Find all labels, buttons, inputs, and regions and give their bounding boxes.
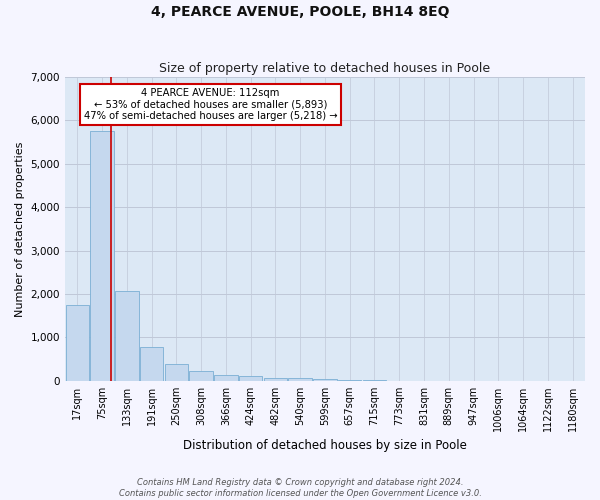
Bar: [91, 132, 114, 381]
Bar: [289, 378, 312, 381]
Text: 4 PEARCE AVENUE: 112sqm
← 53% of detached houses are smaller (5,893)
47% of semi: 4 PEARCE AVENUE: 112sqm ← 53% of detache…: [84, 88, 337, 121]
X-axis label: Distribution of detached houses by size in Poole: Distribution of detached houses by size …: [183, 440, 467, 452]
Bar: [115, 290, 139, 381]
Bar: [313, 378, 337, 381]
Bar: [190, 372, 213, 381]
Bar: [164, 364, 188, 381]
Bar: [65, 305, 89, 381]
Bar: [338, 380, 361, 381]
Text: 4, PEARCE AVENUE, POOLE, BH14 8EQ: 4, PEARCE AVENUE, POOLE, BH14 8EQ: [151, 5, 449, 19]
Bar: [214, 375, 238, 381]
Y-axis label: Number of detached properties: Number of detached properties: [15, 141, 25, 316]
Text: Contains HM Land Registry data © Crown copyright and database right 2024.
Contai: Contains HM Land Registry data © Crown c…: [119, 478, 481, 498]
Bar: [239, 376, 262, 381]
Title: Size of property relative to detached houses in Poole: Size of property relative to detached ho…: [160, 62, 491, 74]
Bar: [140, 346, 163, 381]
Bar: [263, 378, 287, 381]
